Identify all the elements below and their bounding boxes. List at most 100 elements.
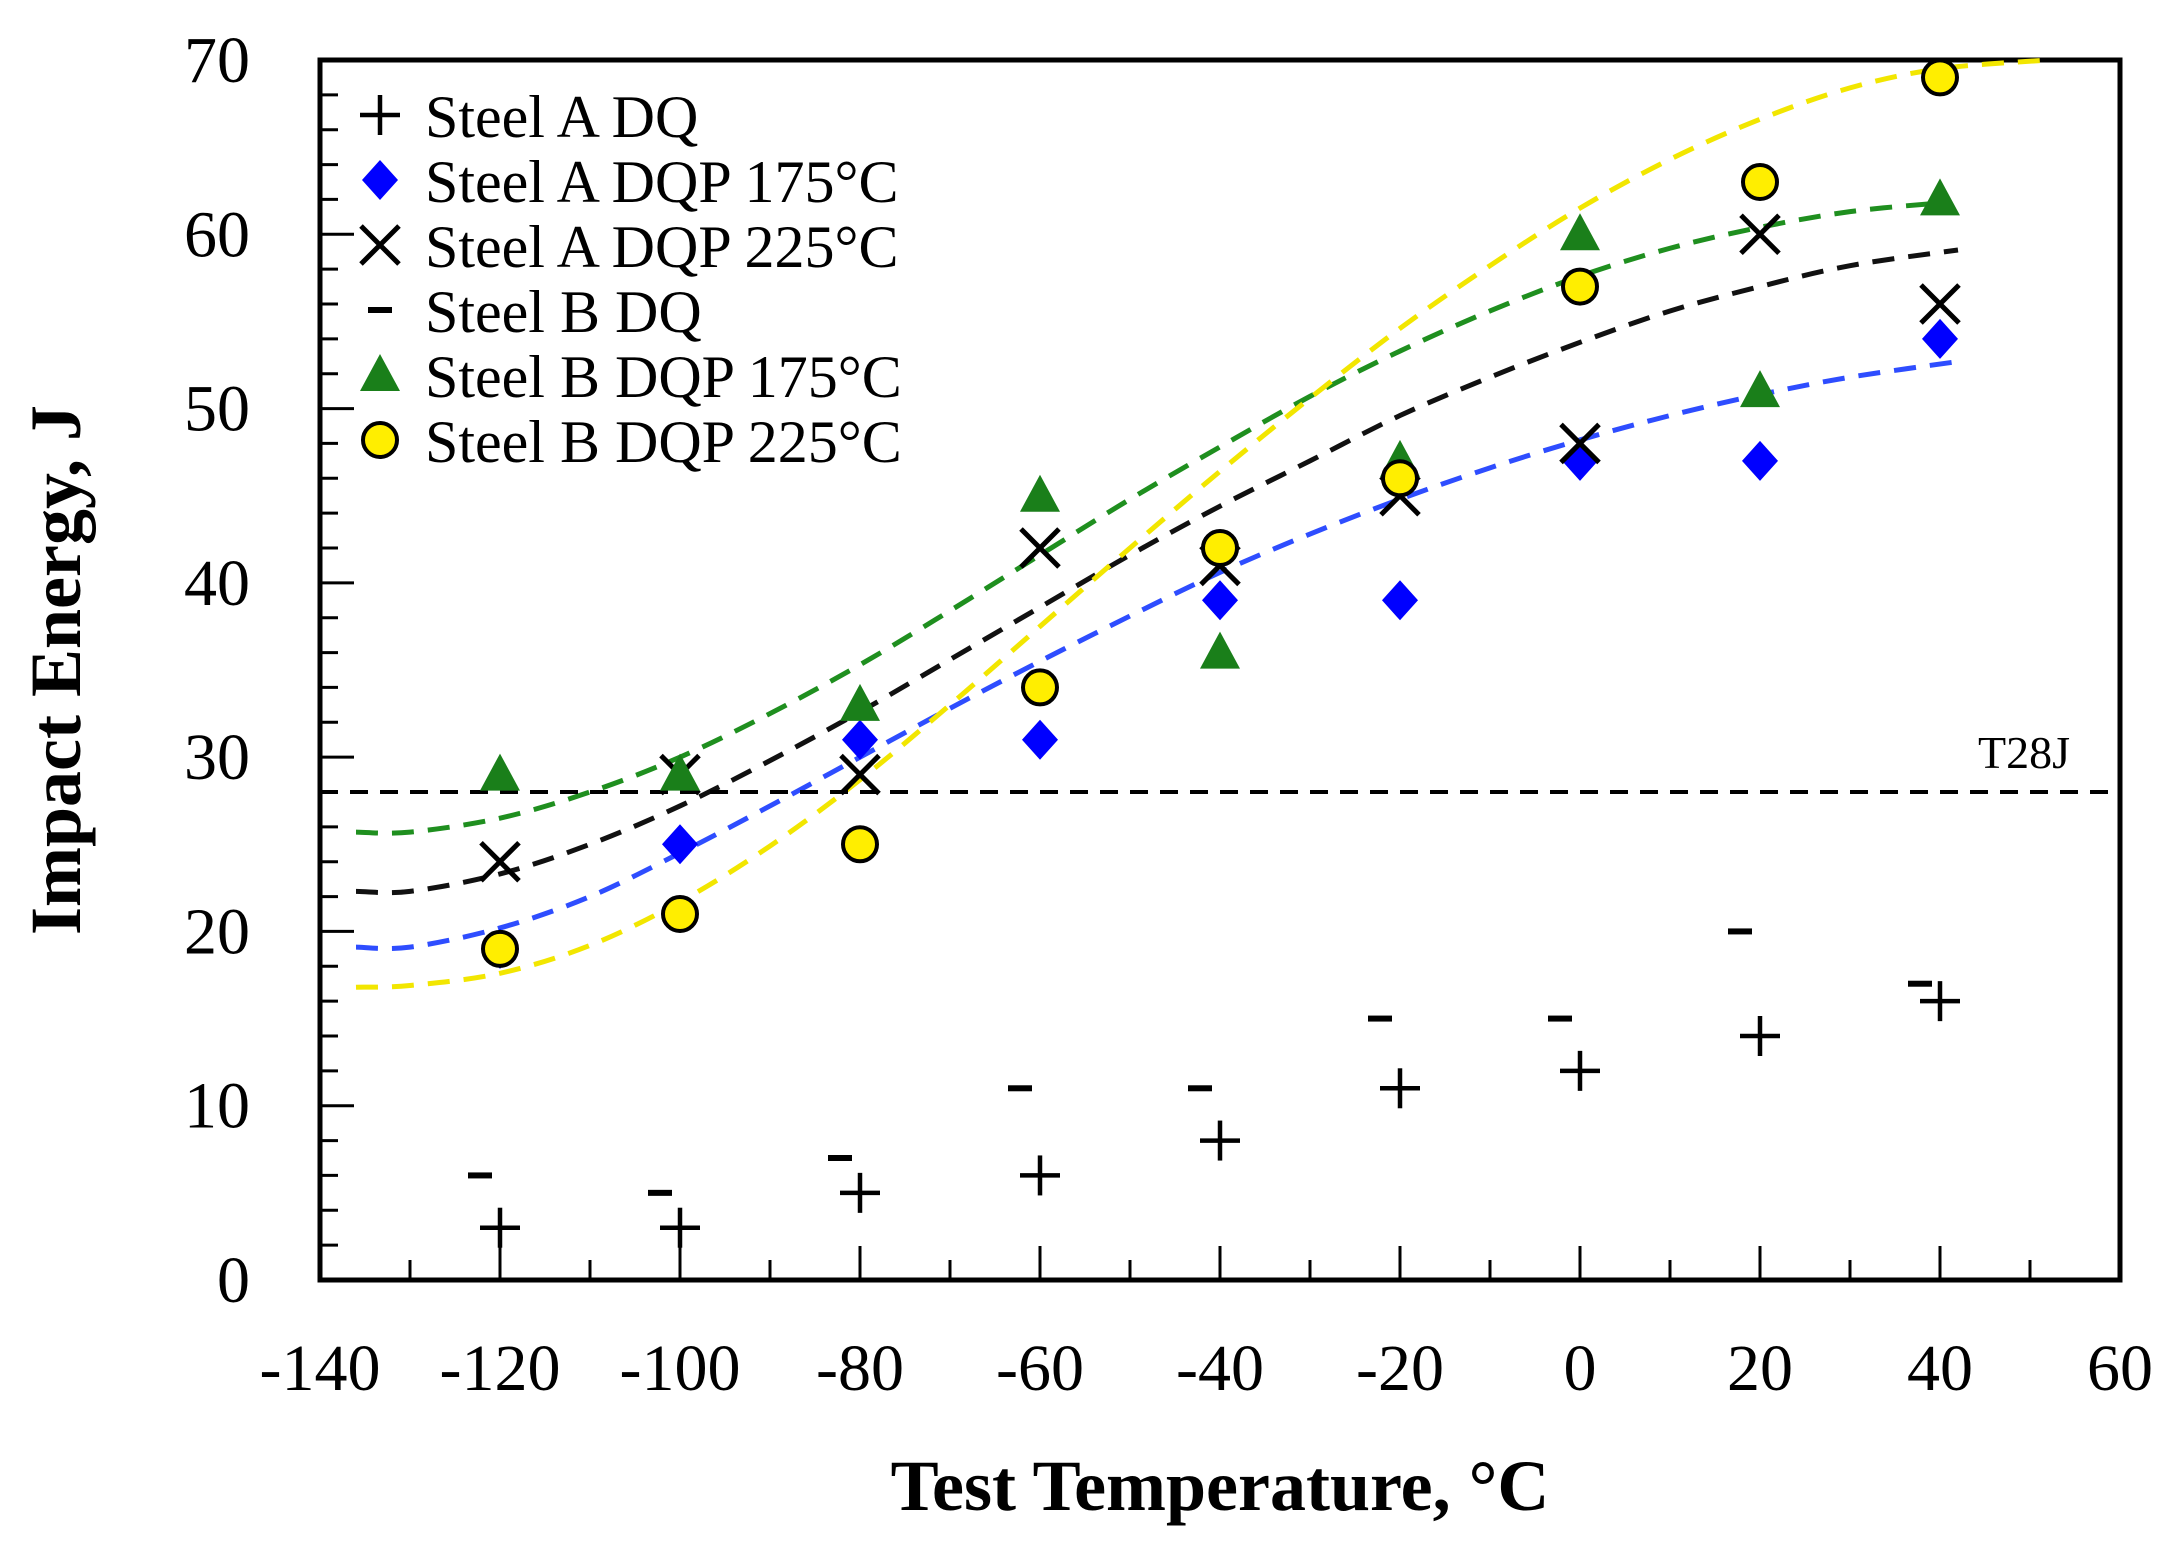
y-tick-label: 0 (217, 1244, 250, 1317)
data-point (1740, 370, 1780, 408)
data-point (1201, 529, 1239, 567)
data-point (840, 1172, 880, 1213)
data-point (480, 1207, 520, 1248)
circle-marker (841, 825, 879, 864)
cross-marker-b (1919, 283, 1961, 325)
dash-marker (1908, 980, 1932, 987)
y-tick-labels: 0 10 20 30 40 50 60 70 (184, 24, 250, 1317)
legend-marker (361, 421, 399, 459)
x-tick-label: -100 (620, 1332, 741, 1405)
reference-label: T28J (1978, 727, 2070, 778)
cross-marker-b (839, 753, 881, 796)
data-point (1022, 719, 1058, 760)
dash-marker (1548, 1015, 1572, 1022)
data-point (661, 895, 699, 933)
data-point (1202, 580, 1238, 621)
data-point (648, 1189, 672, 1196)
data-point (1382, 580, 1418, 621)
data-point (1008, 1085, 1032, 1092)
legend-label: Steel A DQP 225°C (425, 214, 899, 280)
triangle-marker (1020, 474, 1060, 512)
data-point (1380, 1068, 1420, 1109)
cross-marker-b (479, 840, 521, 883)
x-tick-label: 20 (1727, 1332, 1793, 1405)
data-point (1559, 422, 1601, 465)
circle-marker (1741, 163, 1779, 201)
data-point (1381, 459, 1419, 498)
data-point (479, 840, 521, 883)
data-point (1021, 668, 1059, 707)
dash-marker (1008, 1085, 1032, 1092)
dash-marker (648, 1189, 672, 1196)
fit-curve (355, 247, 1959, 896)
diamond-marker (1022, 719, 1058, 760)
data-point (841, 825, 879, 864)
cross-marker-b (1739, 213, 1781, 256)
data-point (1560, 1050, 1600, 1091)
data-point (1019, 527, 1061, 569)
data-point (1200, 631, 1240, 669)
y-tick-label: 30 (184, 721, 250, 794)
fit-curve (355, 57, 2049, 990)
fit-curve (355, 200, 1941, 836)
x-tick-label: 60 (2087, 1332, 2153, 1405)
x-tick-label: 0 (1564, 1332, 1597, 1405)
legend-marker (359, 224, 401, 266)
y-tick-label: 70 (184, 24, 250, 97)
data-point (1560, 213, 1600, 251)
data-point (1200, 1120, 1240, 1161)
legend-marker (368, 307, 392, 313)
circle-marker (661, 895, 699, 933)
circle-marker (361, 421, 399, 459)
diamond-marker (662, 824, 698, 865)
diamond-marker (1742, 440, 1778, 481)
data-point (1922, 318, 1958, 359)
data-point (660, 1207, 700, 1248)
axis-ticks (318, 58, 2122, 1282)
circle-marker (1921, 58, 1959, 97)
data-point (1020, 1155, 1060, 1196)
diamond-marker (1202, 580, 1238, 621)
triangle-marker (1920, 178, 1960, 216)
fit-curves (355, 57, 2049, 990)
data-point (1740, 1016, 1780, 1056)
circle-marker (1381, 459, 1419, 498)
data-point (1561, 267, 1599, 306)
x-tick-label: 40 (1907, 1332, 1973, 1405)
diamond-marker (842, 719, 878, 760)
triangle-marker (1560, 213, 1600, 251)
data-point (468, 1172, 492, 1179)
triangle-marker (360, 354, 400, 391)
data-point (1739, 213, 1781, 256)
diamond-marker (1382, 580, 1418, 621)
legend-label: Steel A DQ (425, 84, 698, 150)
legend-marker (360, 354, 400, 391)
data-points (468, 58, 1961, 1248)
circle-marker (1201, 529, 1239, 567)
circle-marker (1561, 267, 1599, 306)
diamond-marker (362, 160, 398, 200)
data-point (1188, 1085, 1212, 1092)
y-tick-label: 50 (184, 373, 250, 446)
dash-marker (368, 307, 392, 313)
y-tick-label: 40 (184, 547, 250, 620)
data-point (660, 753, 700, 791)
data-point (481, 929, 519, 968)
legend-marker (362, 160, 398, 200)
data-point (662, 824, 698, 865)
data-point (1920, 981, 1960, 1022)
t28j-reference: T28J (320, 727, 2120, 794)
data-point (1548, 1015, 1572, 1022)
circle-marker (1021, 668, 1059, 707)
cross-marker-b (1559, 422, 1601, 465)
x-tick-label: -80 (816, 1332, 904, 1405)
data-point (1020, 474, 1060, 512)
data-point (839, 753, 881, 796)
data-point (480, 753, 520, 791)
data-point (1728, 928, 1752, 935)
data-point (840, 683, 880, 721)
legend-label: Steel B DQP 175°C (425, 344, 902, 410)
x-tick-labels: -140 -120 -100 -80 -60 -40 -20 0 20 40 60 (260, 1332, 2153, 1405)
fit-curve (355, 359, 1959, 952)
cross-marker-b (1019, 527, 1061, 569)
